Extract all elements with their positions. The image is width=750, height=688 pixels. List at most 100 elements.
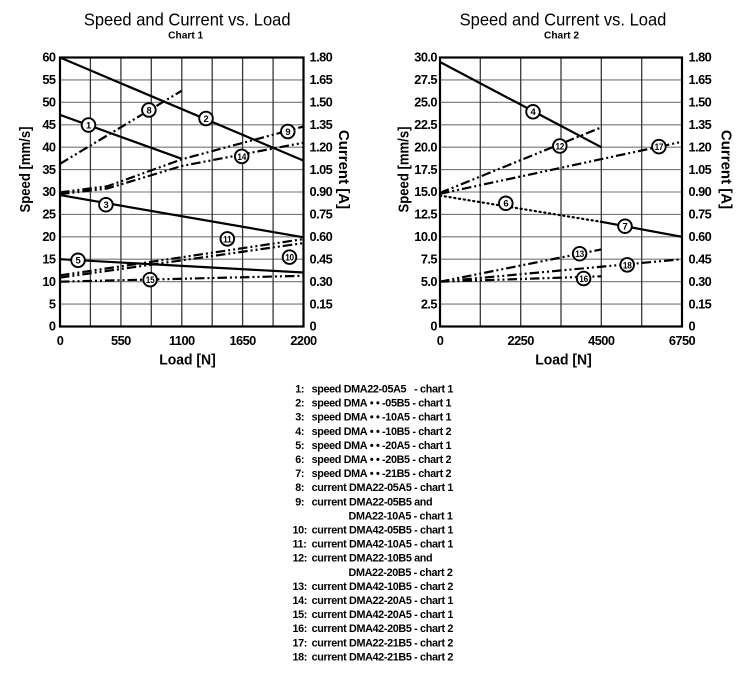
svg-text:1:: 1:: [295, 384, 304, 396]
svg-text:current DMA42-20B5 - chart 2: current DMA42-20B5 - chart 2: [312, 623, 454, 635]
svg-text:3: 3: [103, 199, 108, 210]
svg-text:speed DMA22-05A5 - chart 1: speed DMA22-05A5 - chart 1: [312, 384, 454, 396]
svg-text:14: 14: [237, 151, 247, 162]
svg-text:Current [A]: Current [A]: [718, 130, 735, 209]
svg-text:30.0: 30.0: [414, 50, 437, 65]
svg-text:1.20: 1.20: [689, 139, 712, 154]
svg-text:8:: 8:: [295, 482, 304, 494]
svg-text:0.15: 0.15: [689, 296, 712, 311]
svg-text:current DMA22-21B5 - chart 2: current DMA22-21B5 - chart 2: [312, 637, 454, 649]
svg-text:50: 50: [42, 95, 56, 110]
svg-text:speed DMA • • -20A5 - chart 1: speed DMA • • -20A5 - chart 1: [312, 440, 452, 452]
svg-text:18:: 18:: [293, 651, 308, 663]
svg-text:45: 45: [42, 117, 56, 132]
svg-text:0: 0: [49, 319, 56, 334]
svg-text:0: 0: [437, 333, 444, 348]
svg-text:Speed and Current vs. Load: Speed and Current vs. Load: [460, 10, 667, 30]
svg-text:1.50: 1.50: [689, 95, 712, 110]
svg-text:15:: 15:: [293, 609, 308, 621]
svg-text:current DMA42-10B5 - chart 2: current DMA42-10B5 - chart 2: [312, 581, 454, 593]
svg-text:0.30: 0.30: [689, 274, 712, 289]
svg-text:15: 15: [146, 274, 155, 285]
svg-text:current DMA22-10B5 and: current DMA22-10B5 and: [312, 553, 433, 565]
svg-text:1650: 1650: [229, 333, 256, 348]
svg-text:Speed [mm/s]: Speed [mm/s]: [395, 127, 412, 213]
svg-text:0.75: 0.75: [310, 207, 333, 222]
svg-text:5: 5: [49, 296, 56, 311]
svg-text:35: 35: [42, 162, 56, 177]
svg-text:current DMA42-21B5 - chart 2: current DMA42-21B5 - chart 2: [312, 651, 454, 663]
svg-text:10: 10: [42, 274, 56, 289]
svg-text:1: 1: [86, 119, 91, 130]
svg-text:3:: 3:: [295, 412, 304, 424]
svg-text:speed DMA • • -10B5 - chart 2: speed DMA • • -10B5 - chart 2: [312, 426, 452, 438]
svg-text:5:: 5:: [295, 440, 304, 452]
svg-text:22.5: 22.5: [414, 117, 437, 132]
svg-text:4500: 4500: [588, 333, 615, 348]
svg-text:10: 10: [285, 252, 294, 263]
svg-text:current DMA22-20A5 - chart 1: current DMA22-20A5 - chart 1: [312, 595, 454, 607]
svg-text:0: 0: [689, 319, 696, 334]
svg-text:6750: 6750: [669, 333, 696, 348]
svg-text:60: 60: [42, 50, 56, 65]
svg-text:1.20: 1.20: [310, 139, 333, 154]
svg-text:0.15: 0.15: [310, 296, 333, 311]
svg-text:current DMA42-05B5 - chart 1: current DMA42-05B5 - chart 1: [312, 525, 454, 537]
svg-text:0: 0: [430, 319, 437, 334]
svg-text:30: 30: [42, 184, 56, 199]
svg-text:20: 20: [42, 229, 56, 244]
svg-text:25: 25: [42, 207, 56, 222]
svg-text:15.0: 15.0: [414, 184, 437, 199]
svg-text:1.80: 1.80: [310, 50, 333, 65]
svg-text:speed DMA • • -21B5 - chart 2: speed DMA • • -21B5 - chart 2: [312, 468, 452, 480]
svg-text:11: 11: [223, 233, 232, 244]
svg-text:Load [N]: Load [N]: [159, 352, 216, 369]
svg-text:20.0: 20.0: [414, 139, 437, 154]
svg-text:1.65: 1.65: [689, 72, 712, 87]
svg-text:2: 2: [204, 113, 209, 124]
svg-text:18: 18: [623, 259, 632, 270]
svg-text:Current [A]: Current [A]: [335, 130, 352, 209]
svg-text:0.90: 0.90: [689, 184, 712, 199]
svg-text:6: 6: [503, 198, 508, 209]
svg-text:1100: 1100: [169, 333, 195, 348]
svg-text:12.5: 12.5: [414, 207, 437, 222]
svg-text:4:: 4:: [295, 426, 304, 438]
svg-text:1.35: 1.35: [310, 117, 333, 132]
svg-text:0.30: 0.30: [310, 274, 333, 289]
svg-text:speed DMA • • -05B5 - chart 1: speed DMA • • -05B5 - chart 1: [312, 398, 452, 410]
svg-text:15: 15: [42, 251, 56, 266]
svg-text:Chart 1: Chart 1: [168, 30, 203, 41]
svg-text:1.05: 1.05: [689, 162, 712, 177]
svg-text:17.5: 17.5: [414, 162, 437, 177]
svg-text:27.5: 27.5: [414, 72, 437, 87]
svg-text:8: 8: [146, 104, 151, 115]
svg-text:0: 0: [57, 333, 64, 348]
svg-text:10.0: 10.0: [414, 229, 437, 244]
svg-text:0.45: 0.45: [689, 251, 712, 266]
svg-text:7:: 7:: [295, 468, 304, 480]
svg-text:Chart 2: Chart 2: [544, 30, 579, 41]
svg-text:0: 0: [310, 319, 317, 334]
svg-text:55: 55: [42, 72, 56, 87]
svg-text:1.50: 1.50: [310, 95, 333, 110]
svg-text:13: 13: [575, 248, 584, 259]
svg-text:12: 12: [556, 140, 565, 151]
svg-text:1.05: 1.05: [310, 162, 333, 177]
svg-text:6:: 6:: [295, 454, 304, 466]
svg-text:1.35: 1.35: [689, 117, 712, 132]
svg-text:0.60: 0.60: [310, 229, 333, 244]
svg-text:25.0: 25.0: [414, 95, 437, 110]
svg-text:Load [N]: Load [N]: [535, 352, 592, 369]
svg-text:7: 7: [623, 221, 628, 232]
svg-text:current DMA42-10A5 - chart 1: current DMA42-10A5 - chart 1: [312, 539, 454, 551]
svg-text:13:: 13:: [293, 581, 308, 593]
svg-text:current DMA42-20A5 - chart 1: current DMA42-20A5 - chart 1: [312, 609, 454, 621]
svg-text:4: 4: [531, 106, 537, 117]
svg-text:DMA22-10A5 - chart 1: DMA22-10A5 - chart 1: [349, 510, 453, 522]
svg-text:0.90: 0.90: [310, 184, 333, 199]
svg-text:9:: 9:: [295, 496, 304, 508]
svg-text:5.0: 5.0: [421, 274, 438, 289]
svg-text:14:: 14:: [293, 595, 308, 607]
svg-text:16: 16: [579, 273, 588, 284]
